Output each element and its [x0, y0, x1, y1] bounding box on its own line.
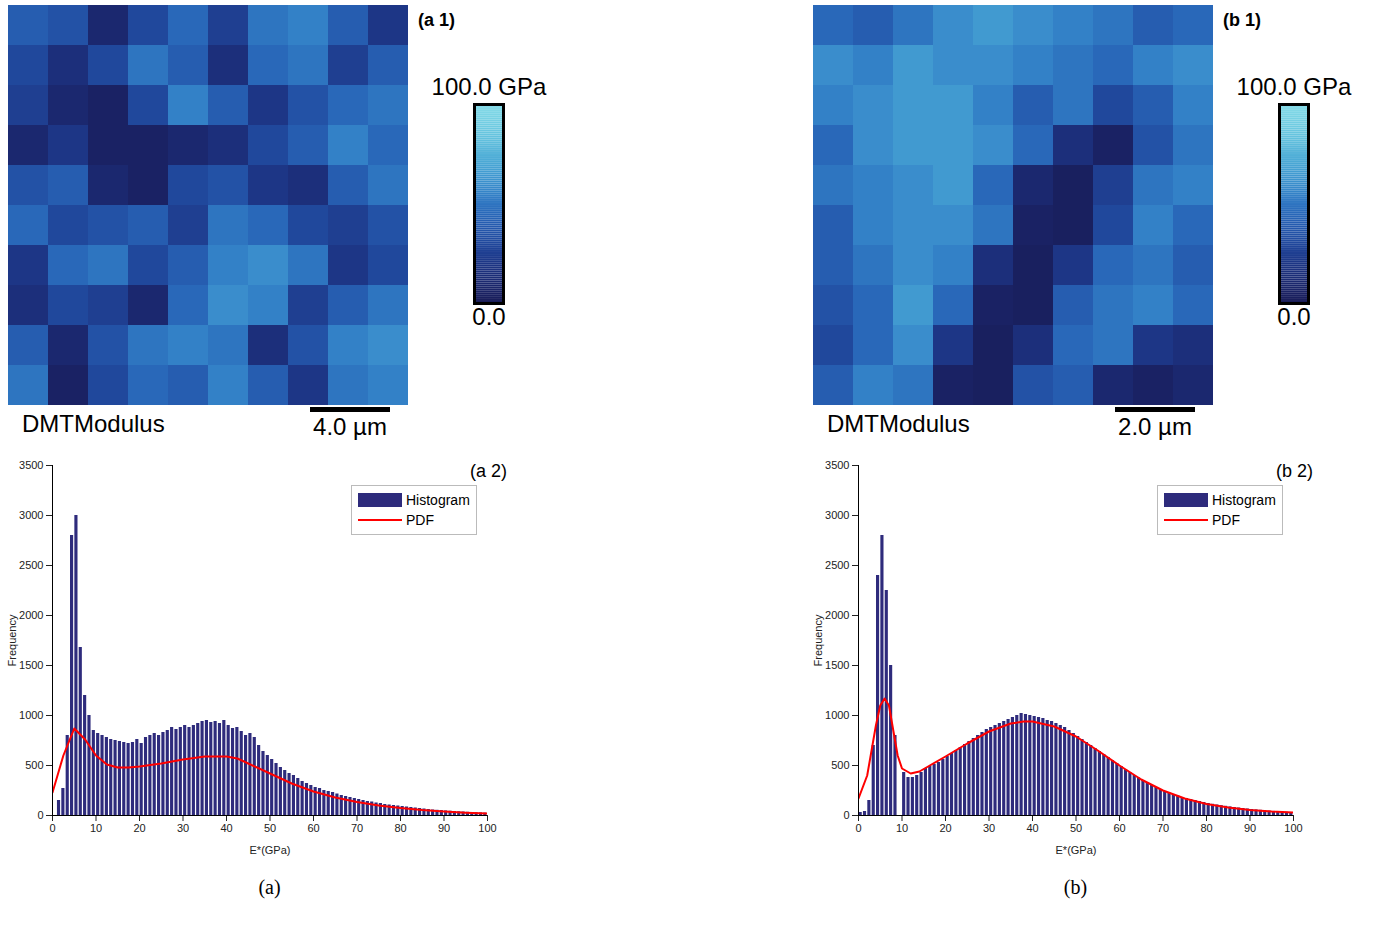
html-text:(a): (a) — [258, 876, 281, 898]
svg-text:80: 80 — [1200, 822, 1212, 834]
svg-text:Frequency: Frequency — [6, 614, 18, 666]
svg-text:E*(GPa): E*(GPa) — [1056, 844, 1097, 856]
svg-text:50: 50 — [264, 822, 276, 834]
html-text:PDF: PDF — [406, 512, 434, 528]
html-text:DMTModulus: DMTModulus — [22, 410, 165, 437]
svg-text:3000: 3000 — [825, 509, 849, 521]
svg-text:3500: 3500 — [825, 459, 849, 471]
svg-text:1500: 1500 — [825, 659, 849, 671]
svg-text:3000: 3000 — [19, 509, 43, 521]
html-text:2.0 µm: 2.0 µm — [1118, 413, 1192, 440]
svg-text:70: 70 — [1157, 822, 1169, 834]
svg-text:60: 60 — [1113, 822, 1125, 834]
svg-text:2000: 2000 — [825, 609, 849, 621]
svg-text:2000: 2000 — [19, 609, 43, 621]
svg-text:10: 10 — [90, 822, 102, 834]
svg-text:100: 100 — [478, 822, 496, 834]
svg-text:60: 60 — [307, 822, 319, 834]
svg-text:1500: 1500 — [19, 659, 43, 671]
svg-text:90: 90 — [1244, 822, 1256, 834]
svg-text:500: 500 — [831, 759, 849, 771]
svg-text:80: 80 — [394, 822, 406, 834]
svg-text:30: 30 — [983, 822, 995, 834]
html-text:4.0 µm: 4.0 µm — [313, 413, 387, 440]
html-text:DMTModulus: DMTModulus — [827, 410, 970, 437]
svg-text:E*(GPa): E*(GPa) — [250, 844, 291, 856]
svg-text:0: 0 — [49, 822, 55, 834]
svg-text:20: 20 — [133, 822, 145, 834]
html-text:0.0: 0.0 — [472, 303, 506, 330]
html-text:100.0 GPa: 100.0 GPa — [1236, 73, 1352, 100]
html-text:(b 2): (b 2) — [1276, 461, 1313, 481]
svg-text:500: 500 — [25, 759, 43, 771]
svg-text:0: 0 — [843, 809, 849, 821]
svg-text:40: 40 — [1026, 822, 1038, 834]
svg-text:1000: 1000 — [825, 709, 849, 721]
html-text:Histogram: Histogram — [1212, 492, 1276, 508]
svg-text:40: 40 — [220, 822, 232, 834]
html-text:(b): (b) — [1063, 876, 1088, 898]
svg-text:50: 50 — [1070, 822, 1082, 834]
svg-text:0: 0 — [37, 809, 43, 821]
svg-text:100: 100 — [1284, 822, 1302, 834]
html-text:(b 1): (b 1) — [1223, 10, 1261, 30]
html-text:PDF: PDF — [1212, 512, 1240, 528]
svg-text:0: 0 — [855, 822, 861, 834]
html-text:Histogram: Histogram — [406, 492, 470, 508]
svg-text:10: 10 — [896, 822, 908, 834]
svg-text:1000: 1000 — [19, 709, 43, 721]
svg-text:2500: 2500 — [19, 559, 43, 571]
svg-text:30: 30 — [177, 822, 189, 834]
svg-text:70: 70 — [351, 822, 363, 834]
svg-text:Frequency: Frequency — [812, 614, 824, 666]
html-text:(a 1): (a 1) — [418, 10, 455, 30]
svg-text:90: 90 — [438, 822, 450, 834]
svg-text:3500: 3500 — [19, 459, 43, 471]
html-text:100.0 GPa: 100.0 GPa — [431, 73, 547, 100]
svg-text:20: 20 — [939, 822, 951, 834]
html-text:(a 2): (a 2) — [470, 461, 507, 481]
svg-text:2500: 2500 — [825, 559, 849, 571]
html-text:0.0: 0.0 — [1277, 303, 1311, 330]
